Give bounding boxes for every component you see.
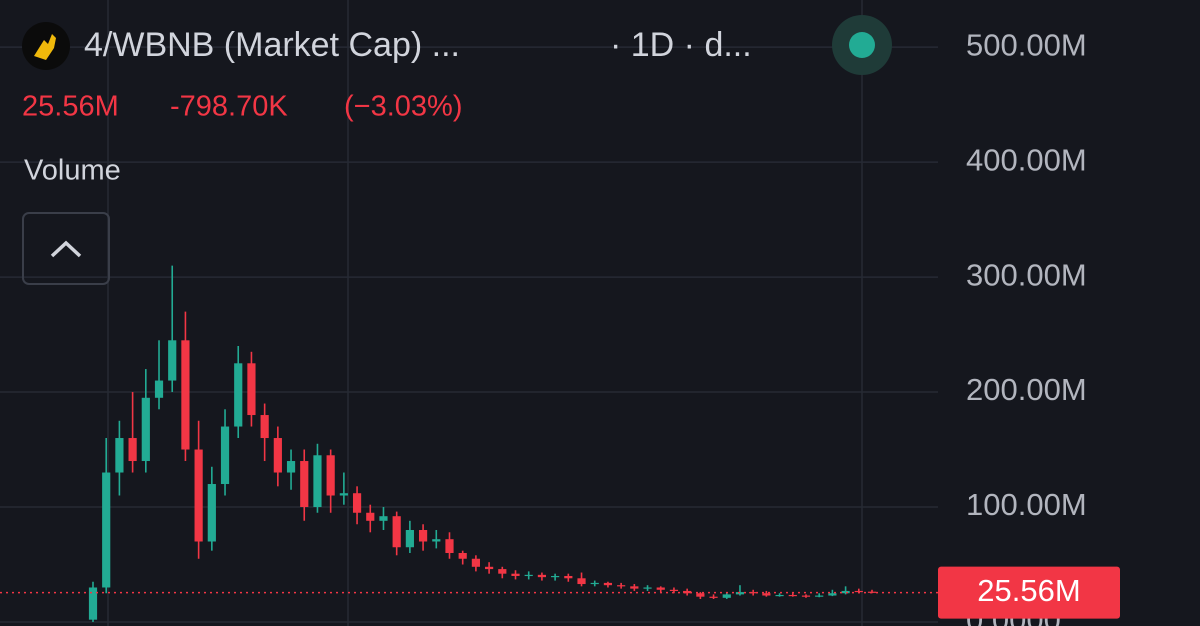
candle-body [485, 566, 494, 570]
candle-body [524, 574, 533, 577]
change: -798.70K [170, 91, 288, 123]
candle-body [854, 590, 863, 593]
candle-body [418, 530, 428, 542]
candle-body [392, 516, 401, 548]
y-tick-label: 100.00M [966, 487, 1087, 522]
candle-body [339, 493, 348, 496]
candle-body [458, 552, 467, 559]
symbol-icon [22, 22, 70, 70]
y-tick-label: 500.00M [966, 27, 1087, 62]
candle-body [207, 484, 216, 542]
candle-body [168, 340, 177, 381]
candle-body [432, 539, 441, 542]
candle-body [537, 574, 547, 578]
candle-body [683, 590, 692, 594]
candle-body [181, 340, 190, 450]
candle-body [696, 593, 705, 597]
candle-body [445, 539, 454, 553]
candle-body [722, 594, 731, 598]
candle-body [603, 582, 613, 586]
candle-body [828, 593, 837, 596]
candle-body [801, 595, 811, 597]
status-dot[interactable] [849, 32, 875, 58]
candle-body [220, 426, 230, 485]
candle-body [590, 582, 599, 585]
candle-body [498, 569, 507, 574]
candle-body [749, 592, 758, 594]
candle-body [352, 493, 362, 513]
candle-body [617, 585, 626, 587]
candle-body [286, 461, 296, 473]
candle-body [194, 449, 203, 542]
candle-body [471, 558, 480, 567]
y-tick-label: 300.00M [966, 257, 1087, 292]
candle-body [405, 530, 414, 548]
candle-body [775, 594, 784, 597]
candle-body [709, 596, 718, 598]
candle-body [656, 587, 665, 590]
candle-body [102, 472, 111, 588]
candle-body [511, 573, 520, 576]
candle-body [643, 587, 652, 589]
candle-body [234, 363, 243, 427]
candle-body [577, 578, 586, 585]
icon-glyph [34, 34, 56, 60]
candle-body [669, 589, 679, 591]
candle-body [564, 575, 573, 579]
candle-body [762, 593, 771, 596]
candle-body [260, 415, 269, 439]
collapse-button[interactable] [22, 212, 110, 285]
candle-body [273, 438, 282, 473]
candle-body [366, 512, 375, 521]
price: 25.56M [22, 91, 119, 123]
candle-body [115, 438, 124, 473]
candle-body [788, 594, 797, 597]
candle-body [88, 587, 98, 620]
plot-area [0, 46, 938, 623]
last-price-label: 25.56M [977, 573, 1080, 608]
interval[interactable]: · 1D · d... [610, 26, 752, 64]
candle-body [313, 455, 322, 508]
candle-body [300, 461, 309, 508]
candle-body [815, 595, 824, 597]
y-tick-label: 400.00M [966, 142, 1087, 177]
candle-body [841, 590, 850, 594]
indicator-label[interactable]: Volume [24, 155, 121, 187]
candle-body [141, 397, 150, 462]
candle-body [128, 438, 137, 462]
candle-body [326, 455, 335, 496]
candle-body [247, 363, 256, 416]
candle-body [630, 586, 639, 589]
y-tick-label: 200.00M [966, 372, 1087, 407]
chevron-up [50, 240, 82, 258]
candle-body [154, 380, 164, 398]
candle-body [551, 575, 560, 578]
change-percent: (−3.03%) [344, 91, 462, 123]
candle-body [379, 516, 388, 521]
last-price-box [938, 566, 1120, 619]
symbol-title[interactable]: 4/WBNB (Market Cap) ... [84, 26, 460, 64]
